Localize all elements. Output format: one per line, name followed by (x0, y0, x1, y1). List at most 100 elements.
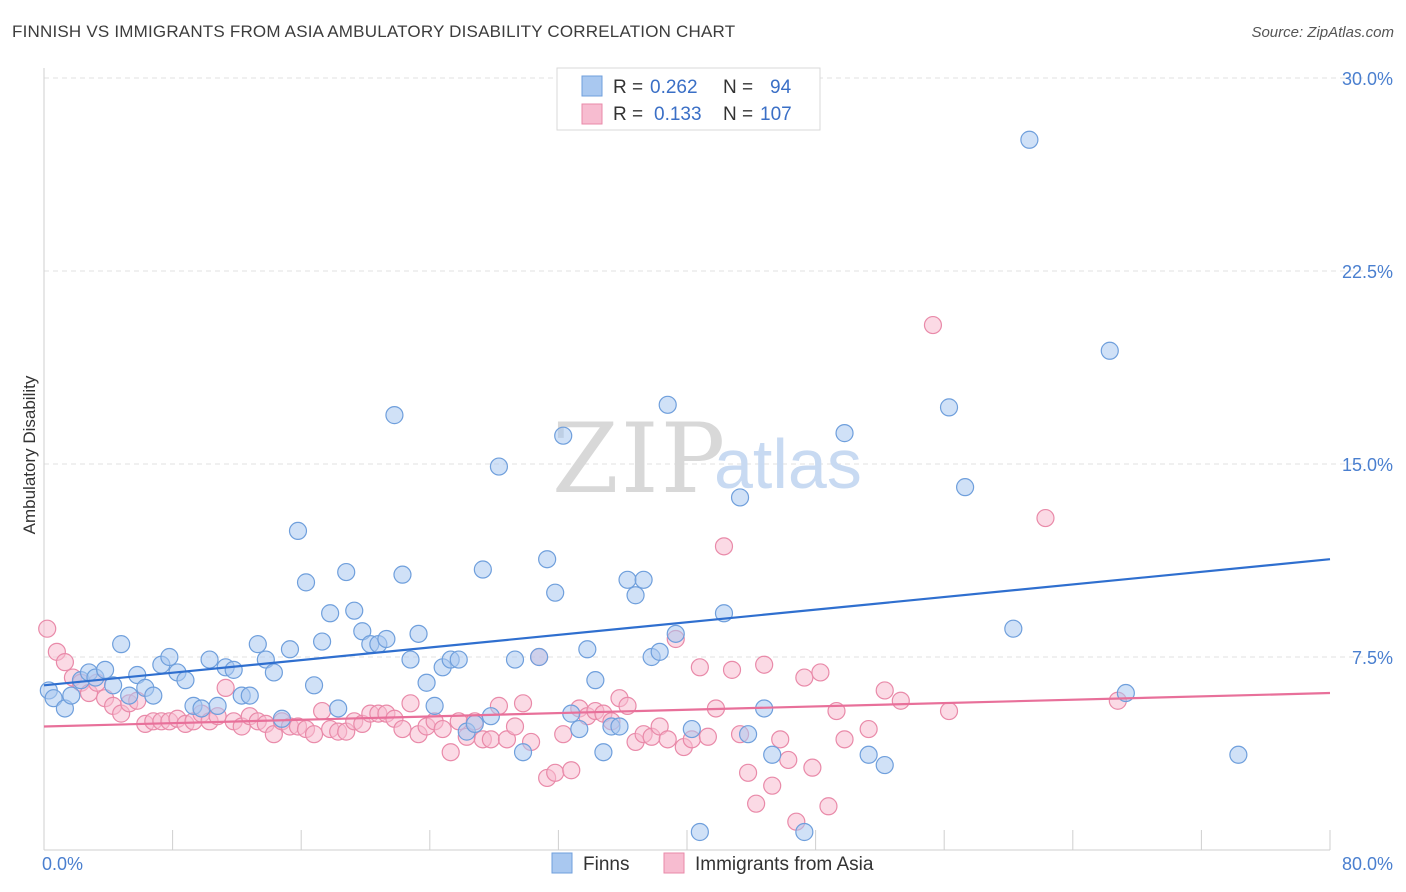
finns-point (385, 406, 404, 425)
finns-point (1004, 619, 1023, 638)
finns-point (417, 673, 436, 692)
finns-point (304, 676, 324, 695)
watermark: ZIP atlas (552, 403, 862, 515)
finns-point (626, 586, 645, 605)
finns-trend-line (43, 558, 1331, 687)
finns-point (682, 719, 701, 739)
finns-point (875, 755, 894, 775)
finns-point (192, 699, 211, 718)
finns-point (160, 647, 179, 667)
finns-point (377, 629, 396, 649)
asia-point (264, 725, 283, 744)
finns-point (240, 686, 259, 705)
x-tick-label-min: 0.0% (42, 854, 83, 874)
source-label: Source: ZipAtlas.com (1251, 24, 1394, 41)
finns-point (144, 686, 163, 705)
asia-point (738, 763, 758, 782)
asia-point (55, 653, 74, 672)
finns-point (650, 642, 669, 661)
asia-trend-line (43, 691, 1331, 728)
asia-point (1036, 508, 1055, 528)
finns-point (939, 398, 959, 417)
finns-point (795, 822, 814, 842)
finns-point (312, 632, 332, 651)
finns-point (835, 424, 854, 443)
legend-finns-n-label: N = (723, 77, 753, 98)
legend-finns-r-value: 0.262 (650, 77, 698, 98)
finns-point (1100, 341, 1119, 360)
finns-point (401, 650, 420, 669)
asia-point (835, 730, 854, 749)
finns-point (120, 686, 139, 705)
finns-point (393, 565, 412, 584)
finns-point (321, 604, 340, 623)
asia-point (304, 725, 324, 744)
y-tick-label: 7.5% (1352, 648, 1393, 668)
y-tick-label: 30.0% (1342, 69, 1393, 89)
legend-bottom-finns-swatch (551, 852, 573, 874)
asia-point (393, 719, 412, 739)
finns-point (272, 709, 292, 728)
chart-title: FINNISH VS IMMIGRANTS FROM ASIA AMBULATO… (12, 22, 736, 41)
legend-finns-r-label: R = (613, 77, 643, 98)
finns-point (489, 457, 509, 476)
finns-point (465, 714, 484, 734)
y-tick-label: 22.5% (1342, 262, 1393, 282)
asia-point (546, 763, 565, 782)
asia-point (819, 797, 838, 816)
asia-point (747, 794, 766, 813)
finns-point (200, 650, 219, 669)
finns-point (425, 696, 444, 715)
finns-point (546, 583, 565, 602)
x-tick-label-max: 80.0% (1342, 854, 1393, 874)
series-finns-points (39, 130, 1248, 842)
finns-point (62, 686, 81, 705)
finns-point (586, 671, 605, 690)
finns-point (505, 650, 525, 669)
finns-point (337, 562, 356, 582)
asia-point (513, 694, 533, 713)
finns-point (329, 699, 348, 718)
finns-point (449, 650, 468, 669)
finns-point (618, 570, 637, 589)
asia-point (658, 730, 677, 749)
asia-point (779, 750, 798, 770)
x-axis-ticks (43, 830, 1331, 850)
finns-point (264, 663, 283, 682)
legend-finns-n-value: 94 (770, 77, 792, 98)
series-asia-points (38, 315, 1127, 831)
legend-bottom: Finns Immigrants from Asia (551, 852, 874, 875)
asia-point (771, 730, 790, 749)
asia-point (562, 761, 581, 780)
asia-point (795, 668, 814, 687)
finns-point (513, 743, 533, 762)
asia-point (401, 694, 420, 713)
asia-point (939, 701, 959, 721)
asia-point (811, 663, 830, 682)
asia-point (38, 619, 57, 638)
finns-point (345, 601, 364, 620)
finns-point (208, 696, 227, 715)
asia-point (505, 717, 525, 736)
asia-point (923, 315, 943, 335)
finns-point (112, 635, 131, 654)
finns-point (730, 488, 750, 507)
y-tick-label: 15.0% (1342, 455, 1393, 475)
finns-point (578, 640, 597, 659)
legend-asia-n-label: N = (723, 104, 753, 125)
y-tick-labels: 7.5% 15.0% 22.5% 30.0% (1342, 69, 1393, 668)
asia-point (875, 681, 894, 700)
asia-point (481, 730, 500, 749)
finns-point (1020, 130, 1039, 149)
finns-point (288, 521, 308, 541)
finns-point (409, 624, 428, 643)
finns-point (570, 719, 589, 739)
legend-asia-r-value: 0.133 (654, 104, 702, 125)
asia-point (433, 719, 452, 739)
finns-point (658, 395, 677, 414)
asia-point (698, 727, 717, 746)
asia-point (859, 719, 878, 739)
finns-point (44, 689, 63, 708)
asia-point (722, 660, 742, 679)
